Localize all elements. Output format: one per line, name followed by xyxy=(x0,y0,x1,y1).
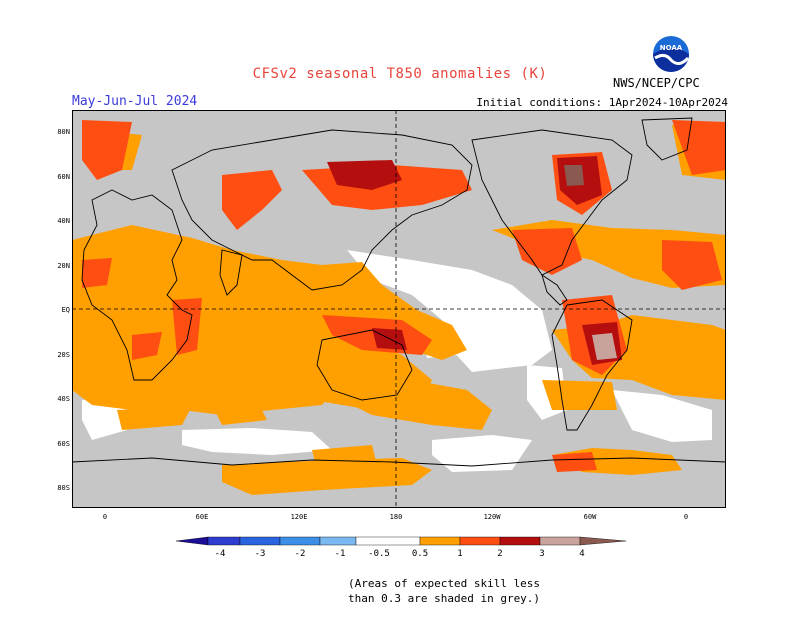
colorbar-label: 2 xyxy=(497,549,502,559)
skill-note-line-2: than 0.3 are shaded in grey.) xyxy=(348,592,541,605)
latitude-axis: 80N 60N 40N 20N EQ 20S 40S 60S 80S xyxy=(57,128,70,492)
lat-label: 20N xyxy=(57,262,70,270)
lat-label: 60N xyxy=(57,173,70,181)
colorbar-segment xyxy=(459,536,501,546)
warm-anomaly-3-4-regions xyxy=(592,333,617,360)
lon-label: 60W xyxy=(584,513,597,521)
anomaly-map xyxy=(72,110,726,508)
warm-anomaly-0p5-1-regions xyxy=(72,125,726,495)
lat-label: 40N xyxy=(57,217,70,225)
lon-label: 0 xyxy=(684,513,688,521)
colorbar: -4 -3 -2 -1 -0.5 0.5 1 2 3 4 xyxy=(175,536,627,559)
warm-anomaly-1-2-regions xyxy=(82,120,726,472)
colorbar-segment xyxy=(319,536,357,546)
neutral-anomaly-regions xyxy=(82,250,712,472)
lat-label: EQ xyxy=(62,306,70,314)
lon-label: 180 xyxy=(390,513,403,521)
colorbar-segment xyxy=(239,536,281,546)
chart-title: CFSv2 seasonal T850 anomalies (K) xyxy=(252,66,548,82)
colorbar-label: 4 xyxy=(579,549,584,559)
lon-label: 0 xyxy=(103,513,107,521)
colorbar-segment-gt-p4 xyxy=(579,536,627,546)
initial-conditions-label: Initial conditions: 1Apr2024-10Apr2024 xyxy=(476,96,728,109)
svg-text:NOAA: NOAA xyxy=(660,44,683,52)
noaa-logo: NOAA xyxy=(651,34,691,74)
warm-anomaly-gt4-regions xyxy=(564,165,584,186)
colorbar-segment xyxy=(355,536,421,546)
lon-label: 120E xyxy=(291,513,308,521)
lat-label: 40S xyxy=(57,395,70,403)
colorbar-segment xyxy=(279,536,321,546)
colorbar-label: 1 xyxy=(457,549,462,559)
colorbar-label: -4 xyxy=(215,549,226,559)
colorbar-label: -2 xyxy=(295,549,306,559)
colorbar-label: -0.5 xyxy=(368,549,390,559)
lat-label: 80S xyxy=(57,484,70,492)
colorbar-segment-lt-m4 xyxy=(175,536,209,546)
colorbar-segment xyxy=(499,536,541,546)
skill-note-line-1: (Areas of expected skill less xyxy=(348,577,541,590)
colorbar-segment xyxy=(207,536,241,546)
agency-label: NWS/NCEP/CPC xyxy=(613,76,700,90)
colorbar-segment xyxy=(539,536,581,546)
colorbar-label: 0.5 xyxy=(412,549,428,559)
lat-label: 60S xyxy=(57,440,70,448)
lon-label: 60E xyxy=(196,513,209,521)
longitude-axis: 0 60E 120E 180 120W 60W 0 xyxy=(103,513,688,521)
colorbar-label: -1 xyxy=(335,549,346,559)
season-label: May-Jun-Jul 2024 xyxy=(72,94,198,109)
colorbar-segment xyxy=(419,536,461,546)
lon-label: 120W xyxy=(484,513,502,521)
colorbar-label: 3 xyxy=(539,549,544,559)
lat-label: 20S xyxy=(57,351,70,359)
map-frame xyxy=(72,110,726,508)
colorbar-label: -3 xyxy=(255,549,266,559)
coastlines xyxy=(72,117,726,467)
lat-label: 80N xyxy=(57,128,70,136)
